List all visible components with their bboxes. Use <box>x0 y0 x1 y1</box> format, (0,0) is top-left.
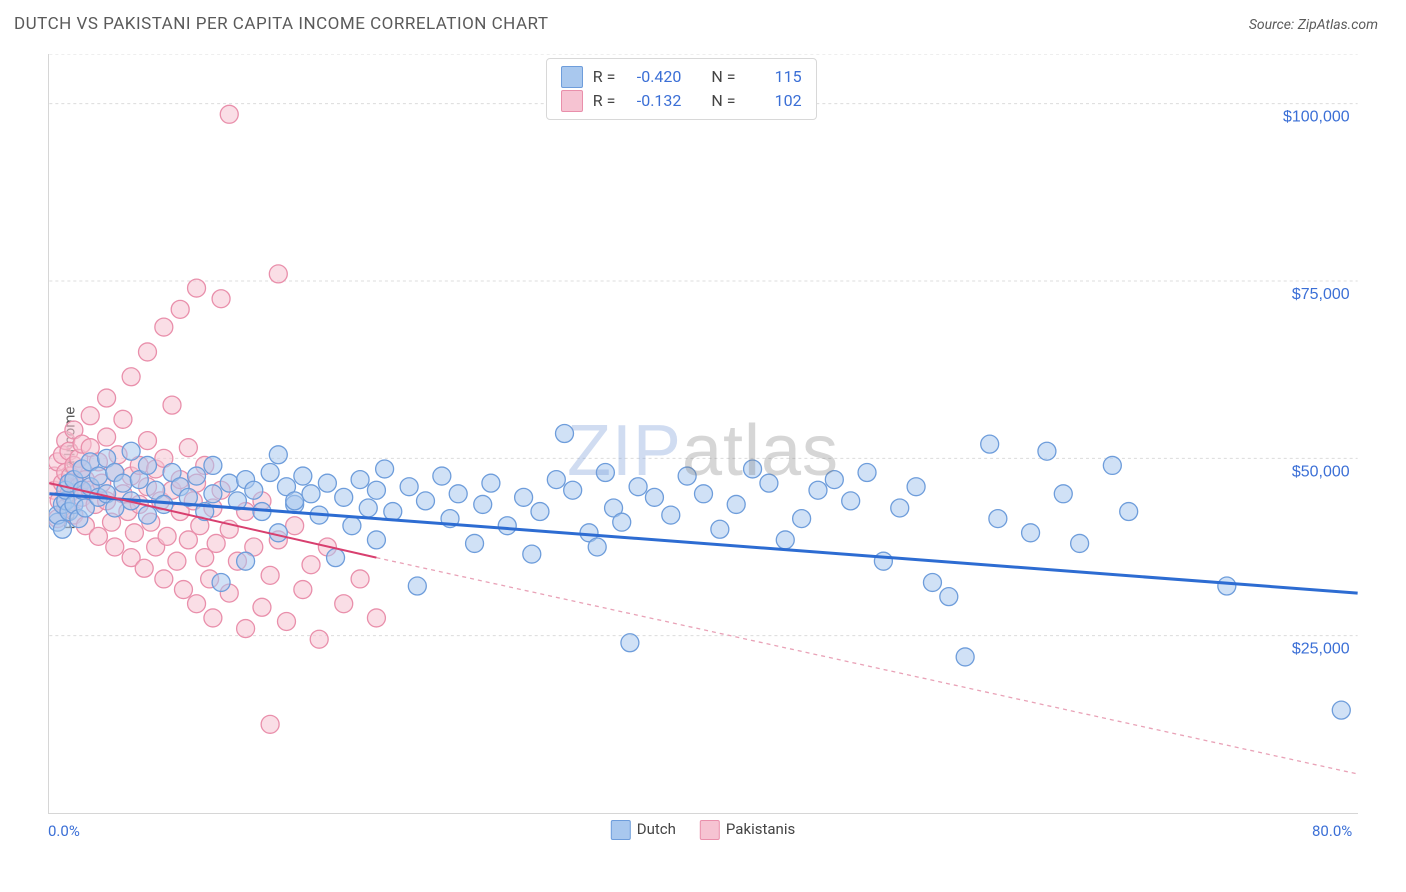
chart-container: Per Capita Income $25,000$50,000$75,000$… <box>0 44 1406 892</box>
correlation-row: R = -0.420 N = 115 <box>561 65 802 89</box>
series-legend: Dutch Pakistanis <box>611 820 795 840</box>
source-prefix: Source: <box>1249 17 1298 33</box>
n-value: 102 <box>746 89 802 113</box>
svg-text:$25,000: $25,000 <box>1292 641 1350 658</box>
x-tick-label: 0.0% <box>48 822 80 840</box>
n-value: 115 <box>746 65 802 89</box>
stat-label: N = <box>711 65 735 89</box>
stat-label: R = <box>593 89 616 113</box>
stat-label: R = <box>593 65 616 89</box>
chart-title: DUTCH VS PAKISTANI PER CAPITA INCOME COR… <box>14 14 549 34</box>
correlation-row: R = -0.132 N = 102 <box>561 89 802 113</box>
r-value: -0.420 <box>625 65 681 89</box>
stat-label: N = <box>711 89 735 113</box>
legend-label: Dutch <box>637 820 676 838</box>
legend-item: Pakistanis <box>700 820 795 840</box>
svg-text:$100,000: $100,000 <box>1283 109 1350 126</box>
legend-item: Dutch <box>611 820 676 840</box>
svg-text:$50,000: $50,000 <box>1292 463 1350 480</box>
svg-text:$75,000: $75,000 <box>1292 286 1350 303</box>
scatter-plot: $25,000 $50,000 $75,000 $100,000 <box>48 54 1358 814</box>
legend-swatch <box>561 66 583 88</box>
legend-swatch <box>611 820 631 840</box>
source-attribution: Source: ZipAtlas.com <box>1249 17 1378 33</box>
legend-swatch <box>561 90 583 112</box>
correlation-legend: R = -0.420 N = 115 R = -0.132 N = 102 <box>546 58 817 120</box>
legend-swatch <box>700 820 720 840</box>
r-value: -0.132 <box>625 89 681 113</box>
source-name: ZipAtlas.com <box>1298 17 1378 33</box>
legend-label: Pakistanis <box>726 820 795 838</box>
x-tick-label: 80.0% <box>1312 822 1352 840</box>
